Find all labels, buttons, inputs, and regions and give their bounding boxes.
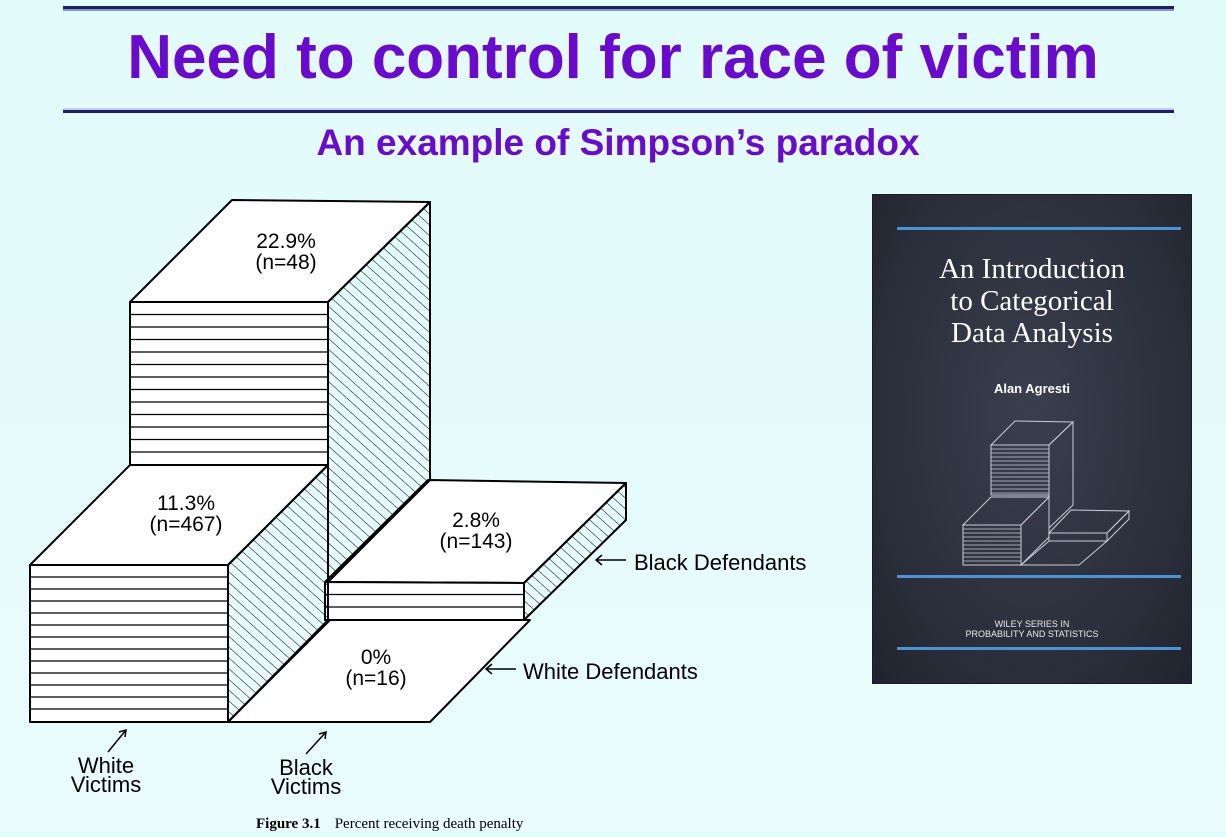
caption-text: Percent receiving death penalty	[334, 816, 524, 832]
book-cover-image: An Introduction to Categorical Data Anal…	[873, 195, 1191, 683]
pct-label-white-victims-black-defendants: 22.9%	[256, 230, 316, 253]
death-penalty-3d-bar-figure: 22.9% (n=48) 11.3% (n=467) 2.8% (n=143) …	[0, 190, 860, 832]
column-label-black-victims-1: Black	[279, 755, 334, 780]
slide-subtitle: An example of Simpson’s paradox	[316, 122, 920, 163]
row-label-white-defendants: White Defendants	[523, 659, 698, 684]
book-cover-bar-illustration	[961, 420, 1131, 567]
book-series-line-1: WILEY SERIES IN	[994, 619, 1070, 629]
slide-title: Need to control for race of victim	[127, 23, 1099, 92]
book-series-line-2: PROBABILITY AND STATISTICS	[965, 629, 1099, 639]
book-middle-stripe	[897, 575, 1181, 578]
book-top-stripe	[897, 227, 1181, 230]
book-series-label: WILEY SERIES IN PROBABILITY AND STATISTI…	[873, 619, 1191, 639]
book-author: Alan Agresti	[993, 381, 1071, 396]
pct-label-white-victims-white-defendants: 11.3%	[157, 492, 215, 515]
column-label-black-victims-2: Victims	[271, 774, 342, 799]
bar-black-victims-black-defendants-side	[523, 482, 627, 621]
column-label-white-victims-2: Victims	[71, 772, 142, 797]
book-title-line-2: to Categorical	[950, 285, 1114, 317]
bar-white-victims-white-defendants-side	[227, 464, 329, 723]
book-bottom-stripe	[897, 647, 1181, 650]
n-label-white-victims-white-defendants: (n=467)	[150, 513, 223, 536]
n-label-black-victims-white-defendants: (n=16)	[345, 667, 406, 690]
book-title-line-1: An Introduction	[938, 253, 1126, 285]
black-victims-pointer	[305, 731, 327, 755]
bar-black-victims-black-defendants-front	[324, 581, 525, 621]
pct-label-black-victims-black-defendants: 2.8%	[452, 509, 500, 532]
white-victims-pointer	[107, 729, 127, 753]
n-label-white-victims-black-defendants: (n=48)	[255, 251, 316, 274]
figure-caption: Figure 3.1 Percent receiving death penalt…	[256, 816, 523, 833]
caption-number: Figure 3.1	[256, 816, 321, 832]
row-label-black-defendants: Black Defendants	[634, 550, 806, 575]
book-title-line-3: Data Analysis	[951, 317, 1113, 349]
pct-label-black-victims-white-defendants: 0%	[361, 646, 391, 669]
n-label-black-victims-black-defendants: (n=143)	[440, 530, 513, 553]
book-title: An Introduction to Categorical Data Anal…	[873, 253, 1191, 349]
column-label-white-victims-1: White	[78, 753, 134, 778]
